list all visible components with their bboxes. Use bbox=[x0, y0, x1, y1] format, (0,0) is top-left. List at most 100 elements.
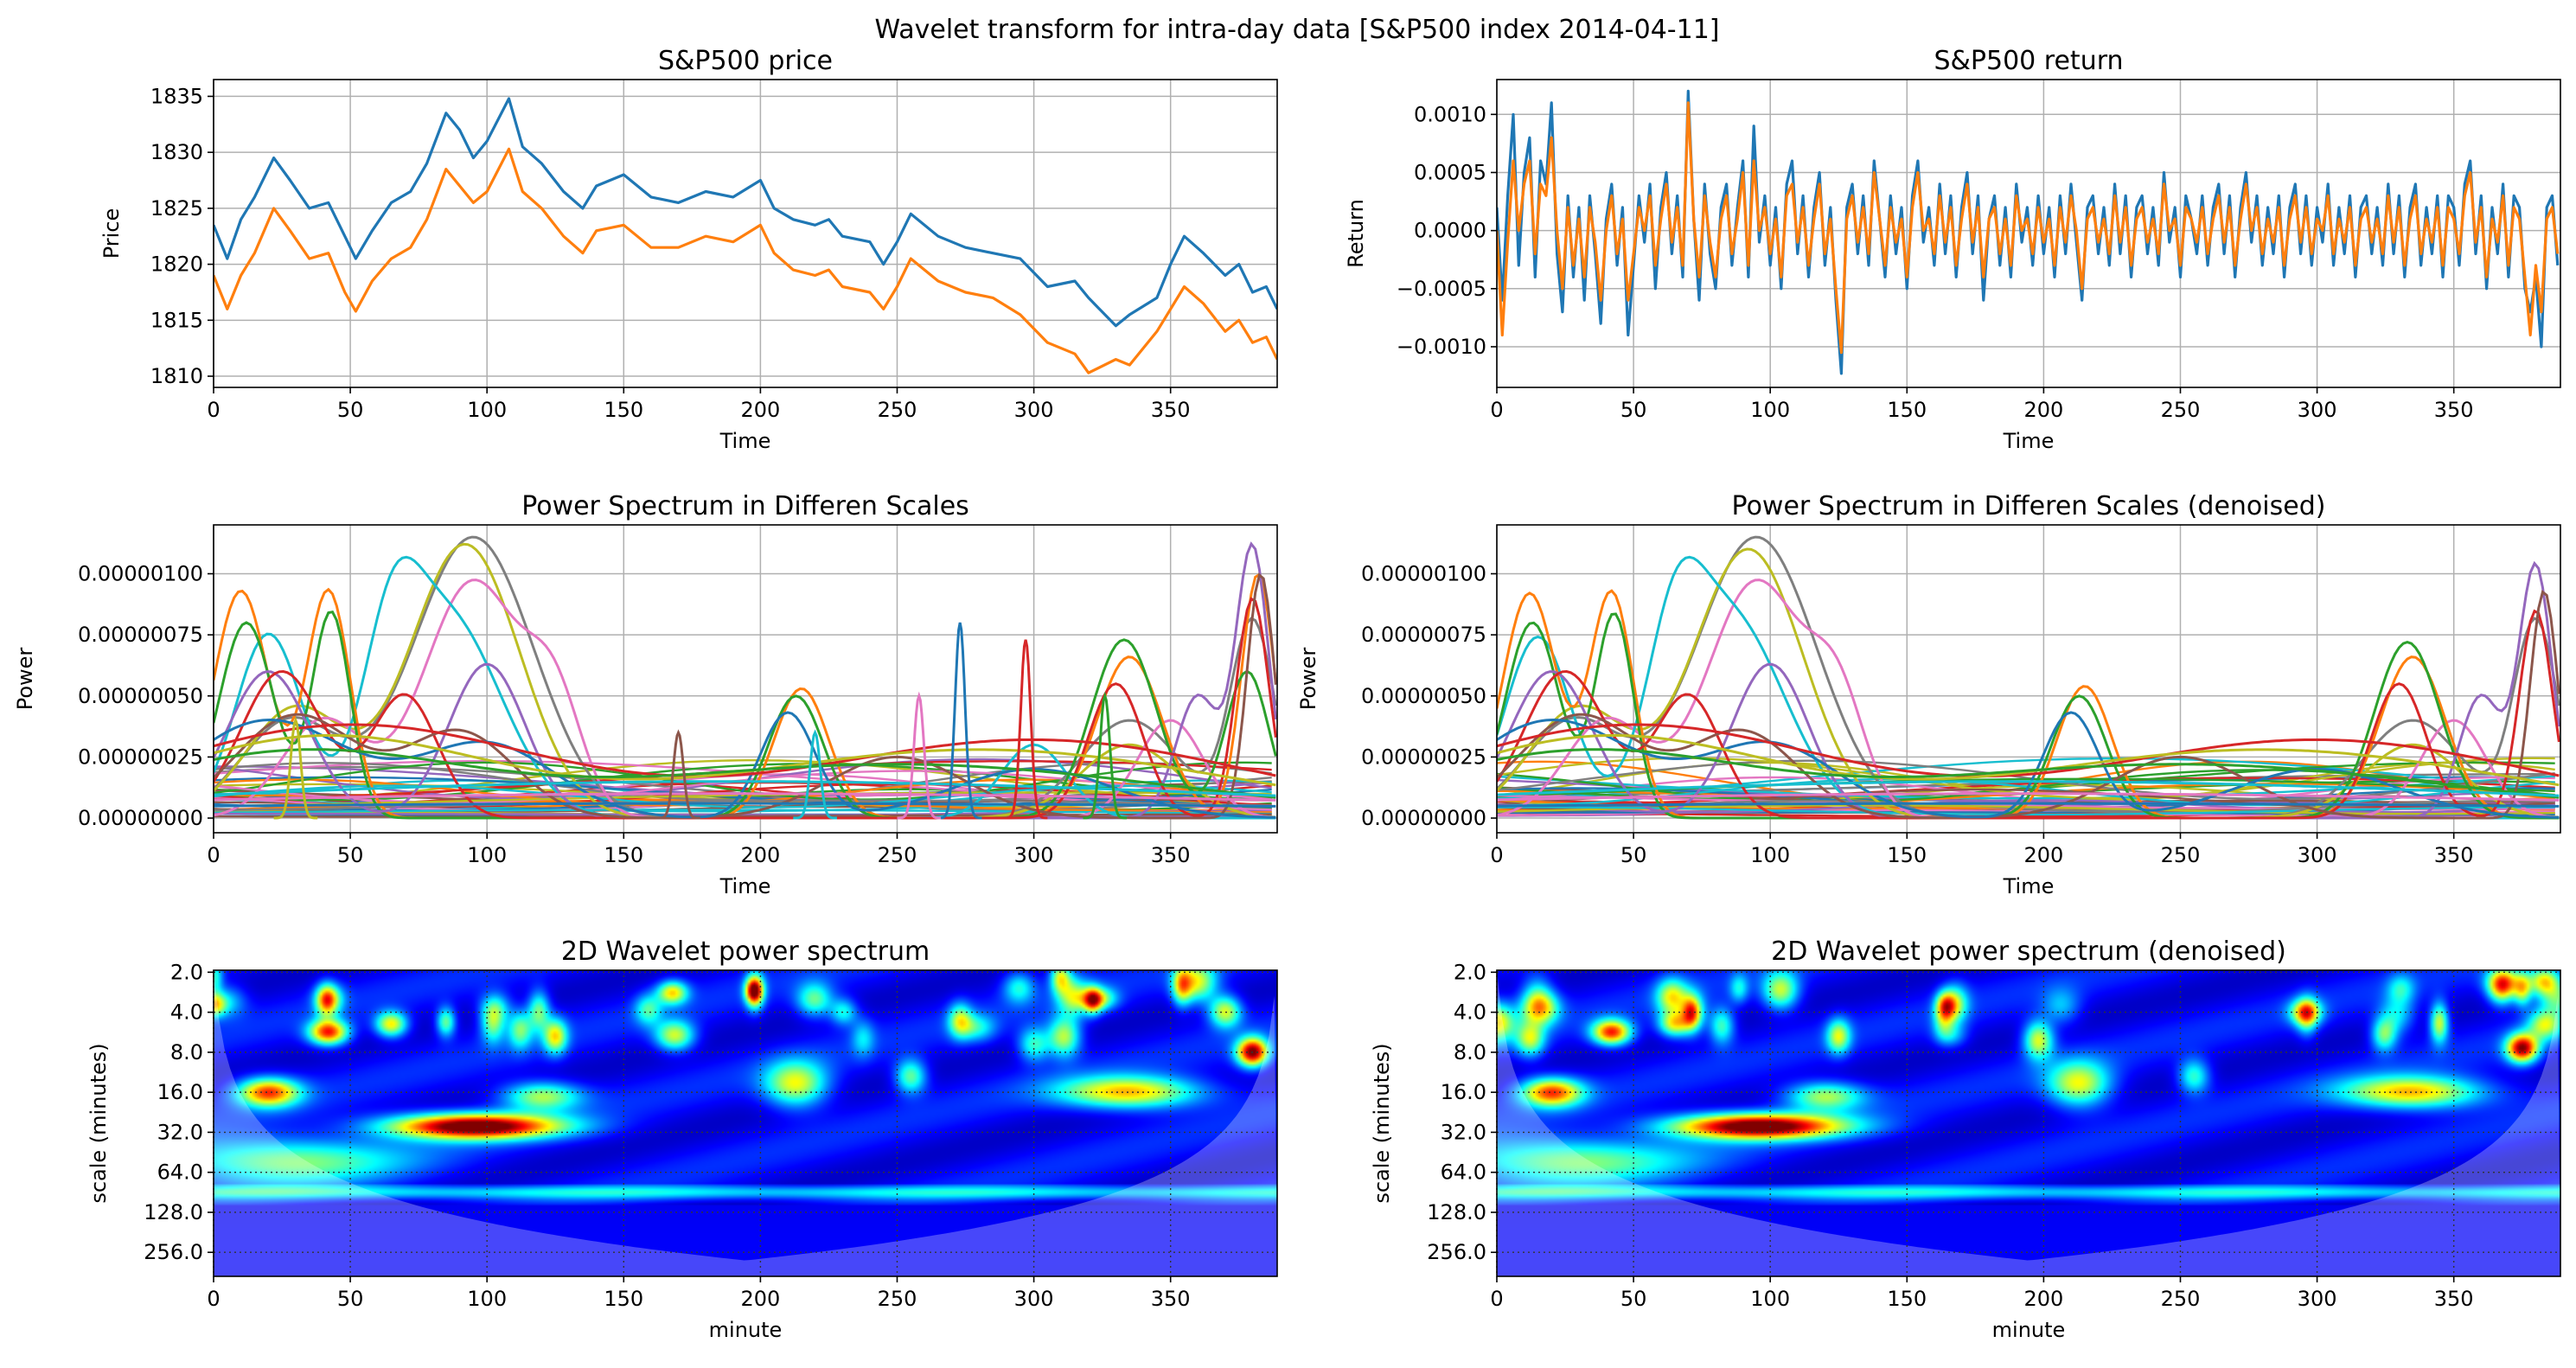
price-series-line bbox=[214, 147, 1277, 374]
x-axis-label: Time bbox=[719, 429, 771, 453]
x-tick-label: 50 bbox=[337, 398, 364, 422]
y-tick-label: 1830 bbox=[150, 140, 203, 164]
x-tick-label: 300 bbox=[2298, 398, 2337, 422]
x-tick-label: 250 bbox=[2161, 843, 2201, 867]
figure-suptitle: Wavelet transform for intra-day data [S&… bbox=[875, 15, 1720, 45]
power-series-line bbox=[214, 610, 1277, 820]
power-spike-line bbox=[656, 729, 700, 820]
y-axis-label: Return bbox=[1344, 199, 1368, 268]
price-series-line bbox=[214, 97, 1277, 328]
y-tick-label: 1825 bbox=[150, 196, 203, 221]
y-tick-label: 16.0 bbox=[157, 1080, 203, 1104]
power-series-line bbox=[1497, 612, 2560, 820]
x-axis-label: minute bbox=[1992, 1318, 2066, 1342]
y-tick-label: 16.0 bbox=[1441, 1080, 1486, 1104]
y-tick-label: 0.0000 bbox=[1414, 219, 1486, 243]
panel-price: 0 50 100 150 200 250 300 350 1810 1815 1820 1825 183… bbox=[99, 46, 1278, 453]
y-tick-label: 32.0 bbox=[1441, 1120, 1486, 1144]
x-tick-label: 350 bbox=[2434, 398, 2474, 422]
power-series-line bbox=[1497, 780, 2560, 797]
power-series-line bbox=[214, 711, 1276, 819]
y-tick-label: 0.0005 bbox=[1414, 160, 1486, 184]
panel-power: 0 50 100 150 200 250 300 350 0.00000000 0.0000002… bbox=[13, 491, 1278, 898]
power-spike-line bbox=[937, 622, 982, 820]
axes-frame bbox=[1496, 79, 2561, 388]
y-tick-label: −0.0005 bbox=[1397, 277, 1486, 301]
chart-title: Power Spectrum in Differen Scales bbox=[521, 491, 969, 521]
wavelet-heatmap bbox=[1497, 970, 2560, 1276]
y-tick-label: 0.0010 bbox=[1414, 102, 1486, 126]
y-tick-label: 64.0 bbox=[157, 1160, 203, 1185]
power-series-line bbox=[214, 802, 1276, 808]
x-tick-label: 300 bbox=[2298, 1287, 2337, 1311]
x-axis-label: Time bbox=[2003, 874, 2055, 898]
power-series-line bbox=[1497, 723, 2560, 778]
x-tick-label: 50 bbox=[1620, 843, 1647, 867]
chart-title: S&P500 return bbox=[1934, 46, 2123, 76]
y-tick-label: 256.0 bbox=[144, 1240, 203, 1264]
x-tick-label: 0 bbox=[1490, 1287, 1503, 1311]
x-tick-label: 0 bbox=[1490, 843, 1503, 867]
y-tick-label: 1810 bbox=[150, 364, 203, 388]
power-series-line bbox=[214, 780, 1276, 797]
panel-wavelet_denoised: 0 50 100 150 200 250 300 350 2.0 4.0 8.0 16.0 32.0 64… bbox=[1370, 937, 2561, 1342]
x-tick-label: 200 bbox=[740, 1287, 780, 1311]
y-tick-label: 64.0 bbox=[1441, 1160, 1486, 1185]
power-spike-line bbox=[1003, 639, 1048, 820]
y-tick-label: 8.0 bbox=[1454, 1040, 1486, 1064]
x-tick-label: 0 bbox=[207, 398, 220, 422]
axes-frame bbox=[213, 79, 1278, 388]
power-spike-line bbox=[793, 729, 837, 820]
x-tick-label: 150 bbox=[604, 843, 643, 867]
power-spike-line bbox=[273, 716, 318, 820]
x-tick-label: 150 bbox=[1887, 1287, 1927, 1311]
x-tick-label: 200 bbox=[2023, 843, 2063, 867]
x-tick-label: 250 bbox=[878, 1287, 917, 1311]
x-tick-label: 350 bbox=[1151, 398, 1191, 422]
plot-area bbox=[1497, 89, 2560, 375]
y-tick-label: 4.0 bbox=[170, 1000, 203, 1025]
x-tick-label: 250 bbox=[2161, 398, 2201, 422]
x-tick-label: 150 bbox=[1887, 398, 1927, 422]
x-tick-label: 0 bbox=[207, 843, 220, 867]
power-series-line bbox=[214, 792, 1276, 802]
y-axis-label: Power bbox=[1296, 648, 1320, 711]
x-tick-label: 300 bbox=[2298, 843, 2337, 867]
x-tick-label: 150 bbox=[1887, 843, 1927, 867]
panel-wavelet: 0 50 100 150 200 250 300 350 2.0 4.0 8.0 16.0 32.0 64… bbox=[86, 937, 1278, 1342]
power-series-line bbox=[1497, 711, 2560, 819]
y-tick-label: 0.00000050 bbox=[78, 684, 203, 708]
x-tick-label: 50 bbox=[337, 1287, 364, 1311]
y-tick-label: 4.0 bbox=[1454, 1000, 1486, 1025]
x-tick-label: 100 bbox=[467, 398, 507, 422]
y-tick-label: 0.00000100 bbox=[1361, 562, 1486, 586]
power-series-line bbox=[1497, 589, 2560, 820]
plot-area bbox=[1497, 535, 2560, 820]
power-background-curve bbox=[214, 784, 1272, 809]
axes-frame bbox=[213, 524, 1278, 834]
x-tick-label: 100 bbox=[1750, 1287, 1790, 1311]
y-axis-label: scale (minutes) bbox=[86, 1043, 111, 1203]
x-tick-label: 50 bbox=[1620, 398, 1647, 422]
x-tick-label: 300 bbox=[1014, 843, 1054, 867]
power-series-line bbox=[1497, 792, 2560, 802]
y-tick-label: 32.0 bbox=[157, 1120, 203, 1144]
x-tick-label: 250 bbox=[878, 843, 917, 867]
x-axis-label: minute bbox=[709, 1318, 783, 1342]
power-spike-line bbox=[1083, 691, 1128, 820]
power-series-line bbox=[214, 572, 1277, 820]
y-tick-label: 0.00000000 bbox=[78, 806, 203, 830]
y-tick-label: 0.00000050 bbox=[1361, 684, 1486, 708]
power-spike-line bbox=[897, 691, 942, 820]
x-tick-label: 250 bbox=[878, 398, 917, 422]
y-axis-label: Power bbox=[13, 648, 37, 711]
y-tick-label: 128.0 bbox=[1427, 1200, 1486, 1224]
y-tick-label: 8.0 bbox=[170, 1040, 203, 1064]
y-tick-label: 2.0 bbox=[1454, 960, 1486, 984]
x-tick-label: 50 bbox=[337, 843, 364, 867]
y-axis-label: Price bbox=[99, 208, 124, 259]
return-series-line bbox=[1497, 101, 2560, 355]
panel-power_denoised: 0 50 100 150 200 250 300 350 0.00000000 0.0000002… bbox=[1296, 491, 2561, 898]
chart-title: 2D Wavelet power spectrum (denoised) bbox=[1771, 937, 2286, 967]
x-tick-label: 50 bbox=[1620, 1287, 1647, 1311]
